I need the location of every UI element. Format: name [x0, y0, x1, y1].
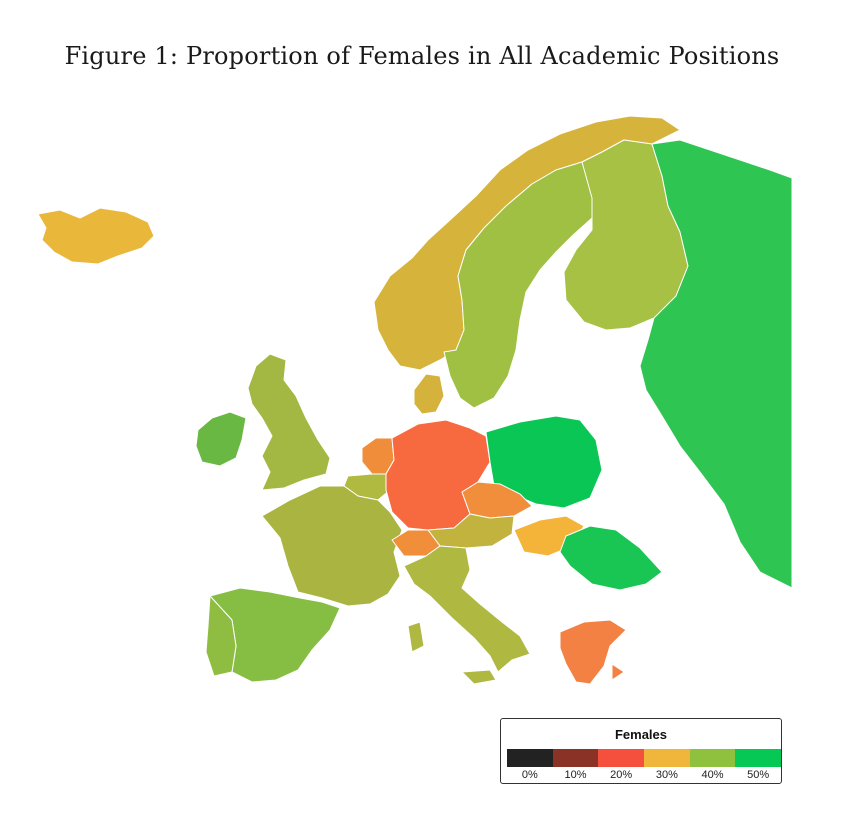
region-iceland[interactable]: [37, 207, 155, 265]
legend-tick-40: 40%: [701, 769, 724, 781]
legend-ticks: 0% 10% 20% 30% 40% 50%: [507, 769, 781, 783]
legend-tick-0: 0%: [521, 769, 538, 781]
legend-tick-20: 20%: [610, 769, 633, 781]
legend-swatch-40: [689, 749, 736, 767]
legend-swatch-30: [644, 749, 690, 767]
region-portugal[interactable]: [205, 595, 237, 677]
legend-tick-50: 50%: [747, 769, 770, 781]
region-italy[interactable]: [403, 545, 531, 685]
legend-color-bar: [507, 749, 782, 767]
legend-tick-30: 30%: [655, 769, 678, 781]
region-sweden[interactable]: [443, 161, 593, 409]
legend-tick-10: 10%: [564, 769, 587, 781]
region-ireland[interactable]: [195, 411, 247, 467]
figure-title: Figure 1: Proportion of Females in All A…: [64, 42, 780, 70]
legend-title: Females: [614, 727, 668, 742]
region-russia[interactable]: [639, 139, 793, 589]
region-romania[interactable]: [559, 525, 663, 591]
region-greece[interactable]: [559, 619, 627, 685]
legend-swatch-50: [735, 749, 782, 767]
legend-swatch-20: [598, 749, 645, 767]
region-france[interactable]: [261, 485, 403, 607]
legend-swatch-10: [552, 749, 599, 767]
region-united-kingdom[interactable]: [247, 353, 331, 491]
legend: Females 0% 10% 20% 30% 40% 50%: [500, 718, 782, 784]
region-denmark[interactable]: [413, 373, 445, 415]
legend-swatch-0: [507, 749, 553, 767]
